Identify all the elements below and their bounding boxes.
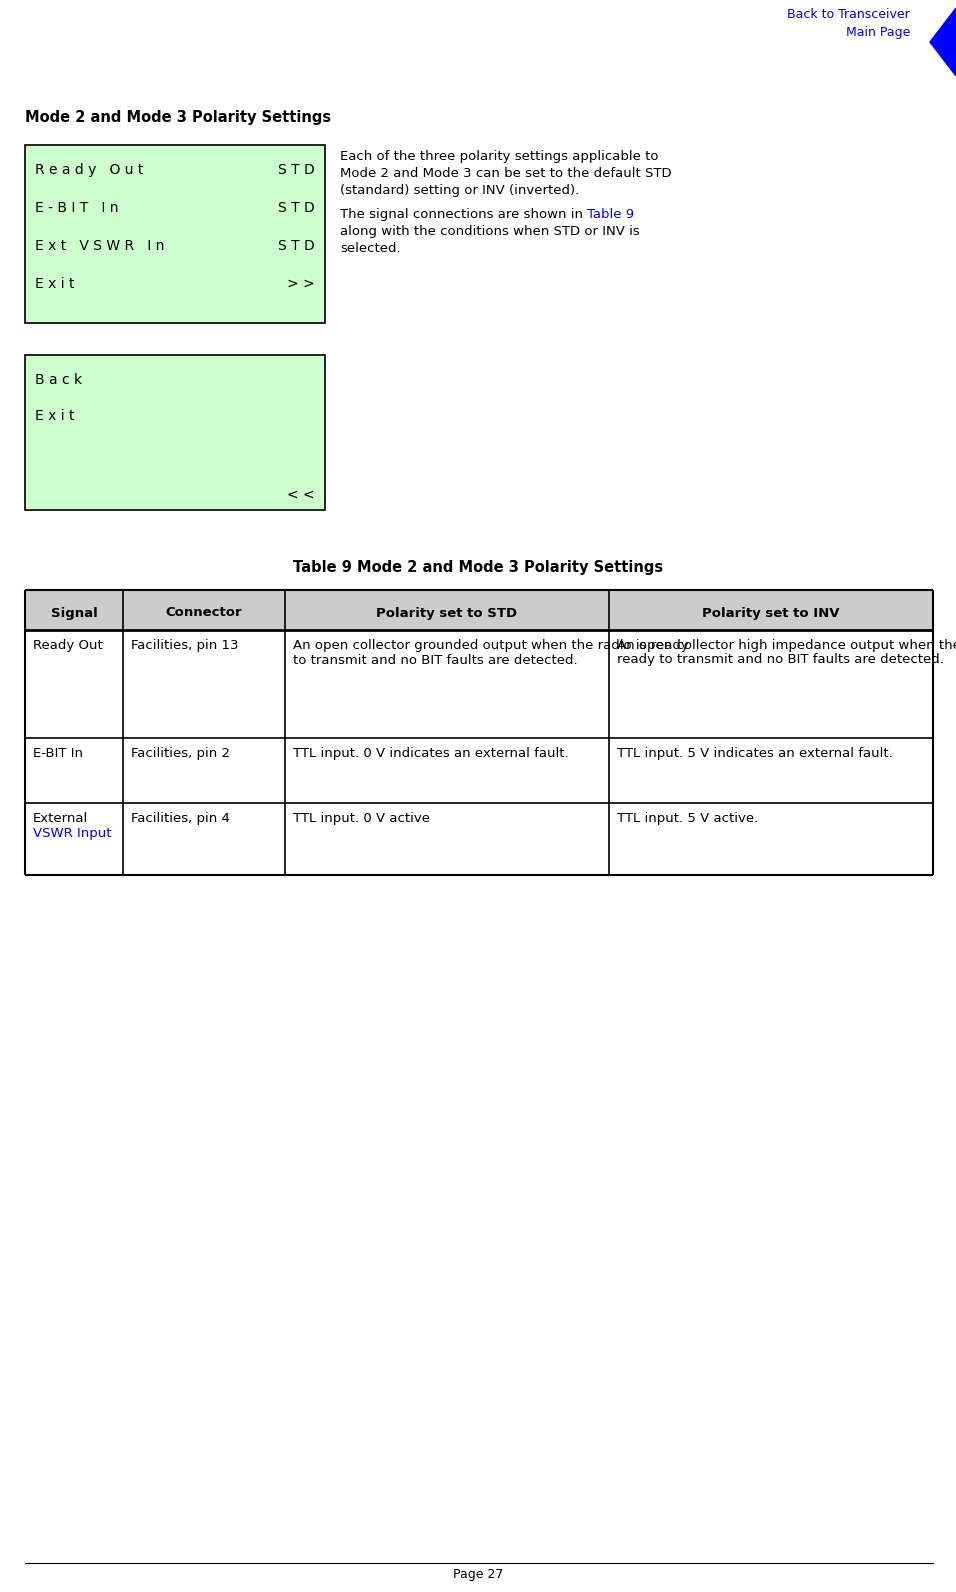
Text: Mode 2 and Mode 3 can be set to the default STD: Mode 2 and Mode 3 can be set to the defa… [340, 167, 672, 180]
Bar [25, 591, 933, 630]
Text: Mode 2 and Mode 3 Polarity Settings: Mode 2 and Mode 3 Polarity Settings [25, 110, 331, 126]
Text: Signal: Signal [51, 607, 98, 619]
Text: An open collector grounded output when the radio is ready: An open collector grounded output when t… [293, 638, 688, 653]
Text: Table 9: Table 9 [587, 209, 635, 221]
Text: selected.: selected. [340, 242, 401, 255]
Text: Table 9 Mode 2 and Mode 3 Polarity Settings: Table 9 Mode 2 and Mode 3 Polarity Setti… [293, 560, 663, 575]
Bar [25, 355, 325, 509]
Text: > >: > > [288, 277, 315, 291]
Text: Facilities, pin 13: Facilities, pin 13 [131, 638, 239, 653]
Text: Facilities, pin 4: Facilities, pin 4 [131, 812, 230, 825]
Text: Each of the three polarity settings applicable to: Each of the three polarity settings appl… [340, 150, 659, 162]
Text: TTL input. 0 V indicates an external fault.: TTL input. 0 V indicates an external fau… [293, 747, 568, 759]
Text: An open collector high impedance output when the radio is: An open collector high impedance output … [617, 638, 956, 653]
Text: E-BIT In: E-BIT In [33, 747, 83, 759]
Text: Ready Out: Ready Out [33, 638, 102, 653]
Text: < <: < < [288, 489, 315, 501]
Text: S T D: S T D [278, 239, 315, 253]
Bar [25, 145, 325, 323]
Text: Page 27: Page 27 [453, 1568, 503, 1581]
Text: E x i t: E x i t [35, 277, 75, 291]
Text: VSWR Input: VSWR Input [33, 826, 112, 839]
Text: TTL input. 5 V indicates an external fault.: TTL input. 5 V indicates an external fau… [617, 747, 893, 759]
Text: R e a d y   O u t: R e a d y O u t [35, 162, 143, 177]
Text: E x i t: E x i t [35, 409, 75, 423]
Text: S T D: S T D [278, 162, 315, 177]
Text: B a c k: B a c k [35, 373, 82, 387]
Text: (standard) setting or INV (inverted).: (standard) setting or INV (inverted). [340, 185, 579, 197]
Text: TTL input. 5 V active.: TTL input. 5 V active. [617, 812, 758, 825]
Text: Polarity set to STD: Polarity set to STD [377, 607, 517, 619]
Text: Back to Transceiver
Main Page: Back to Transceiver Main Page [787, 8, 910, 38]
Text: External: External [33, 812, 88, 825]
Text: to transmit and no BIT faults are detected.: to transmit and no BIT faults are detect… [293, 653, 577, 667]
Text: E - B I T   I n: E - B I T I n [35, 201, 119, 215]
Text: TTL input. 0 V active: TTL input. 0 V active [293, 812, 429, 825]
Text: S T D: S T D [278, 201, 315, 215]
Text: Connector: Connector [165, 607, 242, 619]
Polygon shape [930, 8, 956, 76]
Text: The signal connections are shown in: The signal connections are shown in [340, 209, 587, 221]
Text: E x t   V S W R   I n: E x t V S W R I n [35, 239, 164, 253]
Text: ready to transmit and no BIT faults are detected.: ready to transmit and no BIT faults are … [617, 653, 944, 667]
Text: along with the conditions when STD or INV is: along with the conditions when STD or IN… [340, 224, 640, 237]
Text: Facilities, pin 2: Facilities, pin 2 [131, 747, 230, 759]
Text: Polarity set to INV: Polarity set to INV [702, 607, 839, 619]
